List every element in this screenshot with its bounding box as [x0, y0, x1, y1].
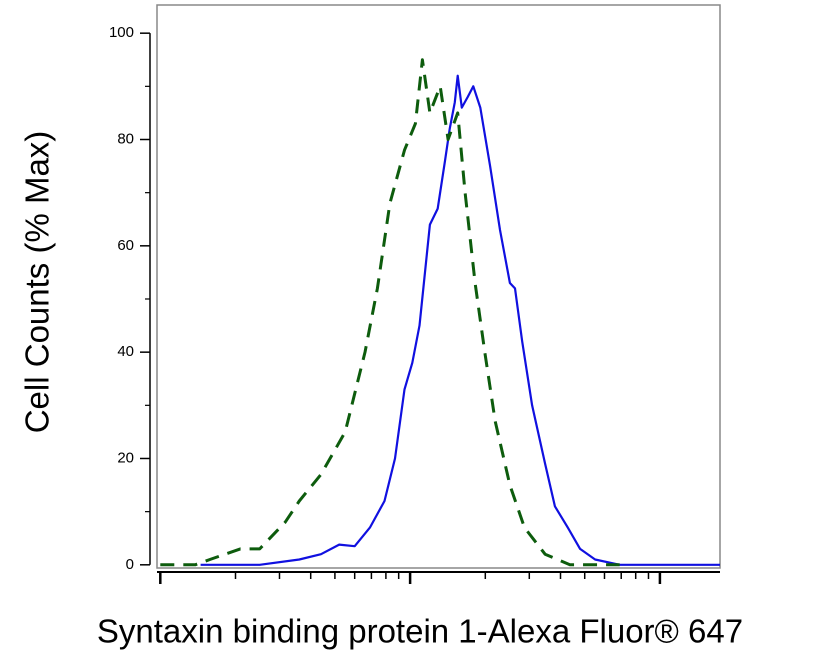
y-tick-label: 60 — [117, 237, 134, 254]
y-tick-label: 0 — [126, 556, 134, 573]
y-tick-label: 80 — [117, 130, 134, 147]
x-axis-title: Syntaxin binding protein 1-Alexa Fluor® … — [97, 613, 743, 650]
plot-frame — [156, 4, 721, 569]
y-tick-label: 100 — [109, 24, 134, 41]
y-tick-label: 20 — [117, 449, 134, 466]
y-tick-label: 40 — [117, 343, 134, 360]
series-line — [200, 74, 720, 566]
series-line — [160, 58, 620, 567]
y-axis-title: Cell Counts (% Max) — [19, 131, 56, 434]
